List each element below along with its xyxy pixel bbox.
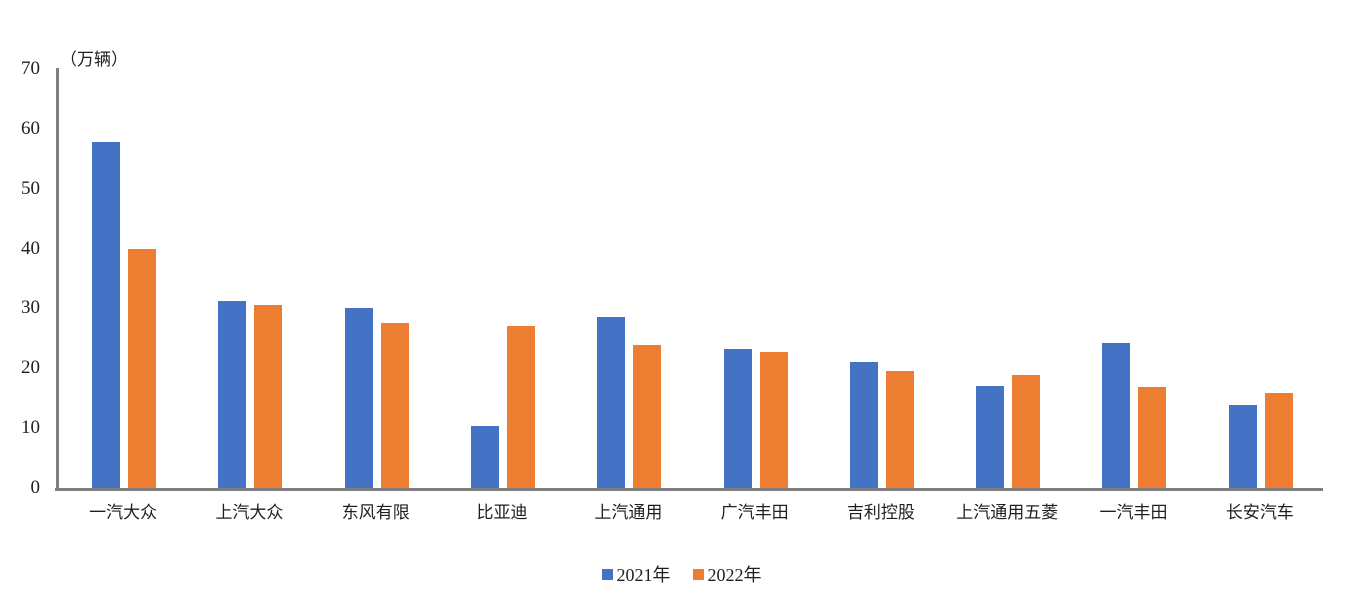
- y-tick-label: 30: [21, 297, 40, 319]
- category-label: 吉利控股: [846, 503, 915, 522]
- y-tick-label: 40: [21, 237, 40, 259]
- y-tick-label: 70: [21, 58, 40, 79]
- legend-label: 2021年: [616, 565, 671, 585]
- y-tick-label: 10: [21, 417, 40, 439]
- legend-label: 2022年: [707, 565, 762, 585]
- y-tick-label: 50: [21, 177, 40, 199]
- y-tick-label: 0: [30, 477, 41, 498]
- category-label: 上汽通用五菱: [956, 503, 1059, 522]
- bar-series0-cat2: [345, 307, 373, 488]
- bar-series1-cat6: [886, 370, 914, 488]
- bar-series1-cat9: [1265, 393, 1293, 488]
- legend-swatch-icon: [601, 568, 613, 580]
- category-label: 上汽大众: [215, 503, 284, 522]
- category-label: 一汽大众: [89, 503, 158, 522]
- bar-series0-cat6: [850, 361, 878, 488]
- bar-series1-cat5: [760, 352, 788, 488]
- bar-series1-cat7: [1012, 375, 1040, 488]
- bar-series1-cat2: [381, 323, 409, 488]
- bar-series0-cat5: [724, 349, 752, 488]
- bar-series0-cat9: [1229, 404, 1257, 488]
- bar-series1-cat3: [507, 326, 535, 488]
- bar-series0-cat3: [471, 425, 499, 488]
- legend-item-0: 2021年: [601, 561, 671, 587]
- category-label: 长安汽车: [1225, 503, 1294, 522]
- bar-series0-cat8: [1102, 342, 1130, 488]
- bar-series1-cat0: [128, 248, 156, 488]
- y-tick-label: 60: [21, 117, 40, 139]
- bar-series0-cat4: [597, 316, 625, 488]
- y-axis-line: [56, 68, 59, 491]
- category-label: 比亚迪: [476, 503, 528, 522]
- y-tick-label: 20: [21, 357, 40, 379]
- category-label: 上汽通用: [594, 503, 663, 522]
- bar-series0-cat0: [92, 142, 120, 488]
- category-label: 广汽丰田: [720, 503, 789, 522]
- category-label: 东风有限: [341, 503, 410, 522]
- legend-item-1: 2022年: [692, 561, 762, 587]
- x-axis-line: [55, 488, 1323, 491]
- legend-swatch-icon: [692, 568, 704, 580]
- bar-series1-cat4: [633, 344, 661, 488]
- category-label: 一汽丰田: [1099, 503, 1168, 522]
- bar-series1-cat1: [254, 305, 282, 488]
- bar-series0-cat1: [218, 301, 246, 488]
- legend: 2021年 2022年: [0, 561, 1363, 587]
- bar-series1-cat8: [1138, 387, 1166, 488]
- bar-series0-cat7: [976, 385, 1004, 488]
- y-axis-unit-label: （万辆）: [60, 50, 128, 69]
